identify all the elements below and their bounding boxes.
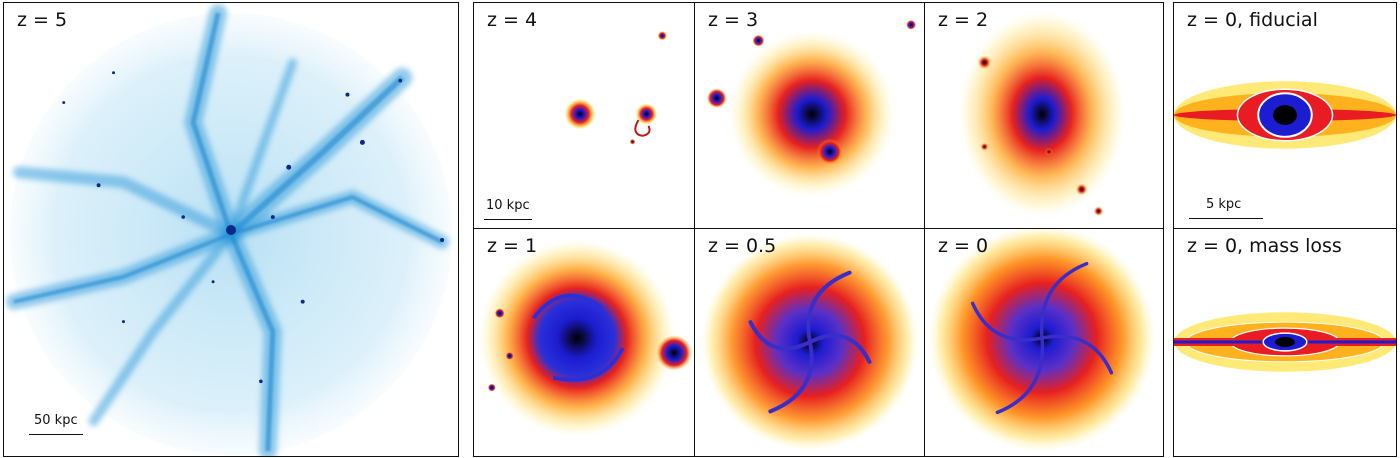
galaxy-image-z05 (700, 232, 920, 452)
panel-label: z = 2 (938, 9, 989, 31)
panel-z2: z = 2 (924, 2, 1164, 229)
panel-label: z = 0, fiducial (1187, 9, 1318, 31)
panel-z3: z = 3 (694, 2, 925, 229)
panel-z1: z = 1 (473, 228, 695, 457)
panel-label: z = 5 (17, 9, 68, 31)
panel-label: z = 1 (487, 235, 538, 257)
panel-z05: z = 0.5 (694, 228, 925, 457)
scale-bar (1189, 218, 1263, 219)
panel-z0: z = 0 (924, 228, 1164, 457)
galaxy-image-z1 (477, 238, 693, 438)
panel-label: z = 0.5 (708, 235, 777, 257)
galaxy-image-z2 (957, 9, 1127, 219)
edge-on-galaxy-fiducial (1174, 81, 1396, 149)
edge-on-galaxy-mass-loss (1174, 312, 1396, 372)
panel-label: z = 3 (708, 9, 759, 31)
panel-fiducial: z = 0, fiducial 5 kpc (1173, 2, 1397, 229)
panel-z5: z = 5 50 kpc (3, 2, 459, 457)
panel-mass-loss: z = 0, mass loss (1173, 228, 1397, 457)
scale-bar-label: 5 kpc (1206, 197, 1242, 212)
panel-z4: z = 4 10 kpc (473, 2, 695, 229)
galaxy-image-z3 (706, 19, 917, 199)
scale-bar-label: 10 kpc (486, 198, 530, 213)
scale-bar (29, 434, 83, 435)
panel-label: z = 0 (938, 235, 989, 257)
scale-bar-label: 50 kpc (34, 413, 78, 428)
galaxy-image-z4 (564, 30, 668, 145)
dark-matter-web-image (5, 3, 453, 456)
galaxy-image-z0 (928, 229, 1156, 453)
panel-label: z = 4 (487, 9, 538, 31)
panel-label: z = 0, mass loss (1187, 235, 1342, 257)
scale-bar (484, 219, 532, 220)
